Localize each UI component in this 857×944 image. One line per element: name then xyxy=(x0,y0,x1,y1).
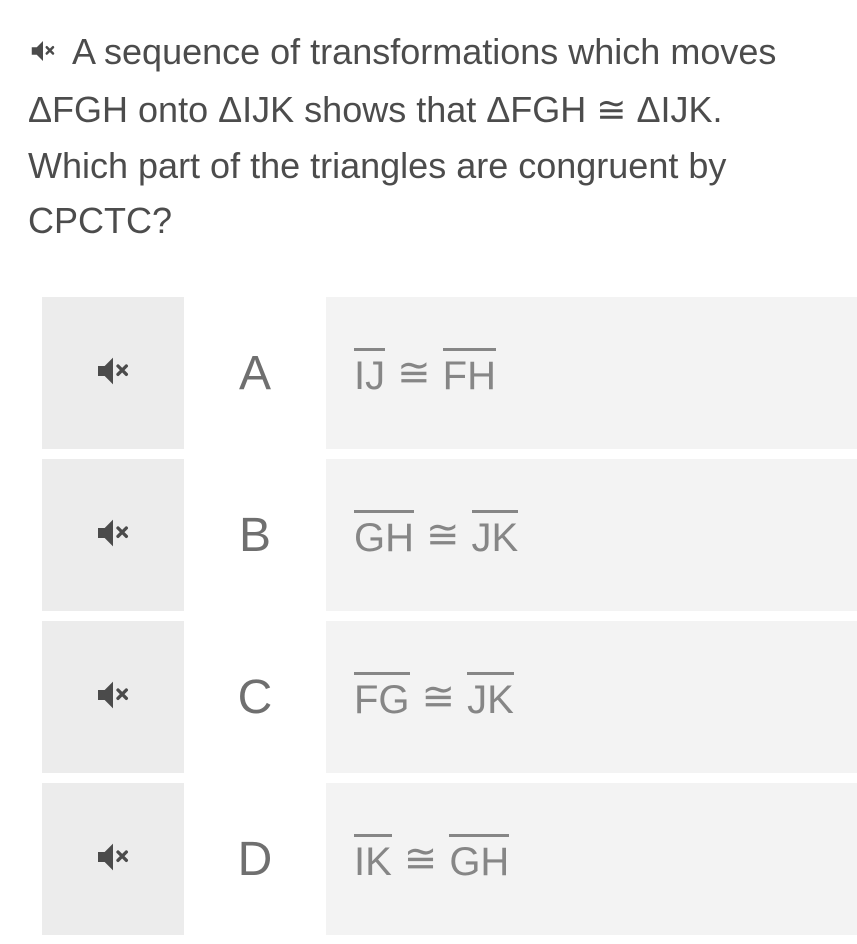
segment-2: JK xyxy=(467,672,514,723)
choice-answer: FG ≅ JK xyxy=(326,621,857,773)
choice-audio-cell[interactable] xyxy=(42,783,184,935)
choice-answer: IK ≅ GH xyxy=(326,783,857,935)
segment-2: GH xyxy=(449,834,509,885)
choice-a[interactable]: A IJ ≅ FH xyxy=(42,297,857,449)
choice-answer: GH ≅ JK xyxy=(326,459,857,611)
question-container: A sequence of transformations which move… xyxy=(0,0,857,249)
choice-audio-cell[interactable] xyxy=(42,459,184,611)
segment-1: GH xyxy=(354,510,414,561)
choice-letter: A xyxy=(184,297,326,449)
segment-2: FH xyxy=(443,348,496,399)
segment-1: IJ xyxy=(354,348,385,399)
audio-muted-icon xyxy=(93,837,133,882)
choice-answer: IJ ≅ FH xyxy=(326,297,857,449)
choice-letter: B xyxy=(184,459,326,611)
choice-c[interactable]: C FG ≅ JK xyxy=(42,621,857,773)
audio-muted-icon xyxy=(93,513,133,558)
question-body: A sequence of transformations which move… xyxy=(28,31,776,241)
choice-d[interactable]: D IK ≅ GH xyxy=(42,783,857,935)
congruent-symbol: ≅ xyxy=(397,350,431,396)
choices-list: A IJ ≅ FH B GH ≅ JK xyxy=(0,297,857,935)
audio-muted-icon[interactable] xyxy=(28,26,58,82)
choice-letter: C xyxy=(184,621,326,773)
choice-b[interactable]: B GH ≅ JK xyxy=(42,459,857,611)
audio-muted-icon xyxy=(93,351,133,396)
choice-letter: D xyxy=(184,783,326,935)
congruent-symbol: ≅ xyxy=(422,674,456,720)
congruent-symbol: ≅ xyxy=(404,836,438,882)
choice-audio-cell[interactable] xyxy=(42,621,184,773)
segment-2: JK xyxy=(472,510,519,561)
segment-1: IK xyxy=(354,834,392,885)
question-text: A sequence of transformations which move… xyxy=(28,24,829,249)
segment-1: FG xyxy=(354,672,410,723)
congruent-symbol: ≅ xyxy=(426,512,460,558)
choice-audio-cell[interactable] xyxy=(42,297,184,449)
audio-muted-icon xyxy=(93,675,133,720)
